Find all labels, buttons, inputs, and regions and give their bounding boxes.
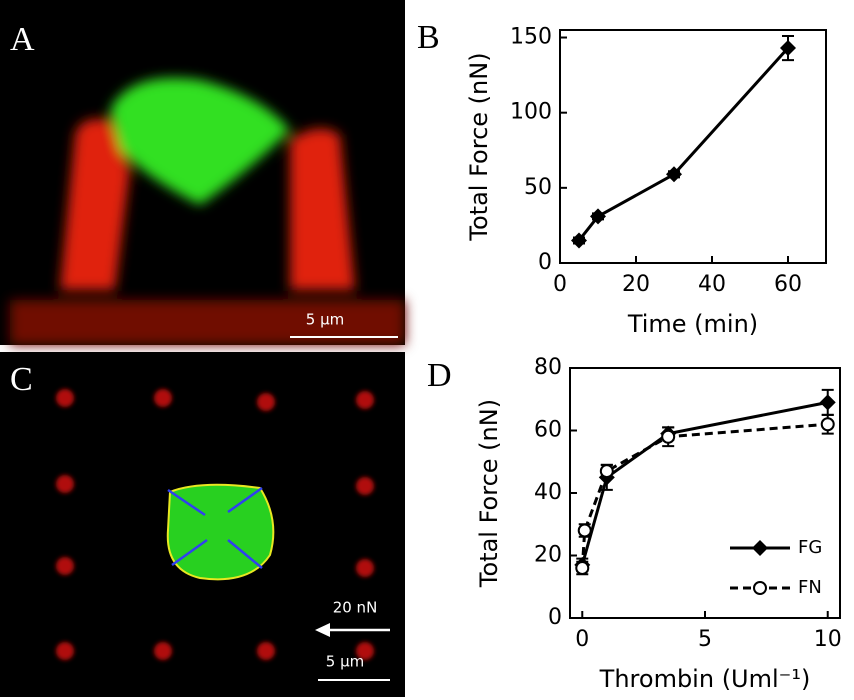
y-axis-label: Total Force (nN) — [475, 399, 503, 588]
panel-label: D — [427, 357, 452, 394]
panel-label: B — [417, 19, 440, 56]
marker — [666, 166, 682, 183]
marker — [590, 208, 606, 225]
panel-label: C — [10, 361, 33, 398]
legend-label: FN — [798, 577, 822, 598]
series-line — [580, 400, 829, 566]
y-tick-label: 0 — [538, 250, 552, 275]
x-tick-label: 0 — [553, 272, 567, 297]
x-tick-label: 5 — [698, 627, 712, 652]
y-tick-label: 20 — [534, 543, 562, 568]
legend-marker — [752, 540, 768, 556]
plot-frame — [559, 29, 827, 264]
y-tick-label: 100 — [510, 100, 552, 125]
x-tick-label: 20 — [622, 272, 650, 297]
series-line — [577, 47, 790, 242]
image-a: A 5 μm — [0, 0, 405, 345]
x-axis-label: Time (min) — [627, 310, 758, 338]
series-line — [580, 422, 828, 569]
scale-bar-label: 5 μm — [326, 653, 364, 671]
marker — [577, 523, 592, 538]
x-tick-label: 60 — [774, 272, 802, 297]
x-tick-label: 10 — [814, 627, 842, 652]
y-tick-label: 150 — [510, 25, 552, 50]
legend-label: FG — [798, 537, 822, 558]
panel-label: A — [10, 21, 35, 58]
y-axis-label: Total Force (nN) — [465, 52, 493, 241]
marker — [819, 394, 836, 411]
y-tick-label: 50 — [524, 175, 552, 200]
x-tick-label: 40 — [698, 272, 726, 297]
image-c: C 20 nN 5 μm — [0, 352, 405, 697]
marker — [820, 417, 835, 432]
y-tick-label: 80 — [534, 355, 562, 380]
marker — [571, 232, 587, 249]
x-axis-label: Thrombin (Uml⁻¹) — [599, 665, 811, 693]
y-tick-label: 60 — [534, 418, 562, 443]
legend-marker — [753, 581, 767, 595]
marker — [661, 429, 676, 444]
arrow-label: 20 nN — [333, 599, 378, 617]
marker — [575, 561, 590, 575]
y-tick-label: 40 — [534, 480, 562, 505]
x-tick-label: 0 — [575, 627, 589, 652]
marker — [599, 464, 614, 479]
scale-bar-label: 5 μm — [306, 311, 344, 329]
y-tick-label: 0 — [548, 605, 562, 630]
marker — [780, 40, 796, 57]
